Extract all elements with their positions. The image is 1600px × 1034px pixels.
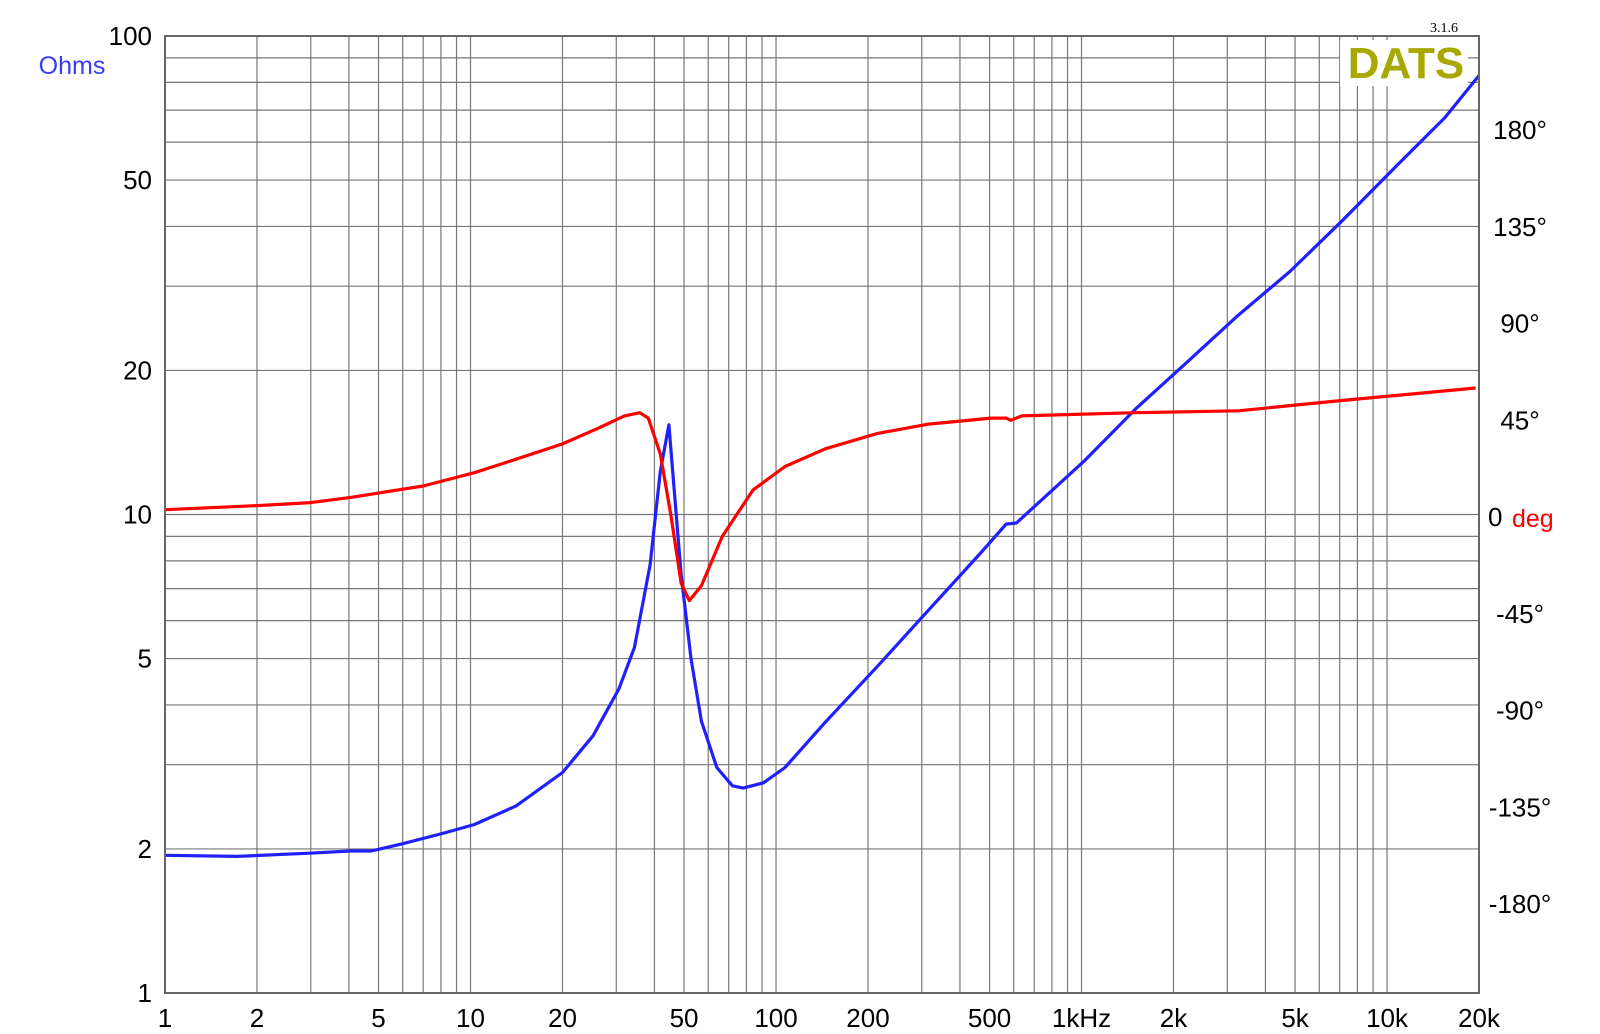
y-left-tick-label: 100 <box>109 21 152 51</box>
y-left-tick-label: 5 <box>138 644 152 674</box>
y-left-tick-label: 20 <box>123 355 152 385</box>
x-tick-label: 1kHz <box>1052 1003 1111 1033</box>
y-left-tick-label: 50 <box>123 165 152 195</box>
y-right-tick-label: 0 <box>1488 502 1502 532</box>
y-right-tick-label: -135° <box>1489 792 1551 822</box>
x-tick-label: 200 <box>846 1003 889 1033</box>
y-right-tick-label: 90° <box>1500 309 1539 339</box>
x-tick-label: 20 <box>548 1003 577 1033</box>
y-right-tick-label: -180° <box>1489 889 1551 919</box>
impedance-curve <box>164 74 1481 859</box>
logo-background <box>1340 40 1468 86</box>
y-right-tick-label: -45° <box>1496 599 1544 629</box>
y-left-tick-labels: 100 50 20 10 5 2 1 <box>109 21 152 1008</box>
plot-frame <box>164 35 1480 994</box>
y-right-tick-label: 135° <box>1493 212 1547 242</box>
version-label: 3.1.6 <box>1430 21 1458 36</box>
grid <box>165 36 1479 993</box>
x-tick-label: 5 <box>371 1003 385 1033</box>
curves <box>164 74 1481 859</box>
x-tick-label: 500 <box>968 1003 1011 1033</box>
x-tick-label: 20k <box>1458 1003 1501 1033</box>
y-left-tick-label: 2 <box>138 834 152 864</box>
x-tick-label: 50 <box>670 1003 699 1033</box>
x-tick-labels: 1 2 5 10 20 50 100 200 500 1kHz 2k 5k 10k 20k <box>158 1003 1501 1033</box>
y-right-tick-label: 180° <box>1493 115 1547 145</box>
y-left-tick-label: 1 <box>138 978 152 1008</box>
y-left-tick-label: 10 <box>123 500 152 530</box>
phase-curve <box>164 386 1476 603</box>
x-tick-label: 1 <box>158 1003 172 1033</box>
x-tick-label: 10 <box>456 1003 485 1033</box>
y-right-tick-labels: 180° 135° 90° 45° 0 -45° -90° -135° -180° <box>1488 115 1551 919</box>
x-tick-label: 10k <box>1366 1003 1409 1033</box>
x-tick-label: 100 <box>754 1003 797 1033</box>
ohms-axis-label: Ohms <box>39 52 106 80</box>
x-tick-label: 5k <box>1281 1003 1309 1033</box>
y-right-tick-label: 45° <box>1500 405 1539 435</box>
dats-logo: DATS <box>1348 39 1465 88</box>
x-tick-label: 2 <box>250 1003 264 1033</box>
y-right-tick-label: -90° <box>1496 696 1544 726</box>
x-tick-label: 2k <box>1160 1003 1188 1033</box>
deg-axis-label: deg <box>1512 505 1554 533</box>
